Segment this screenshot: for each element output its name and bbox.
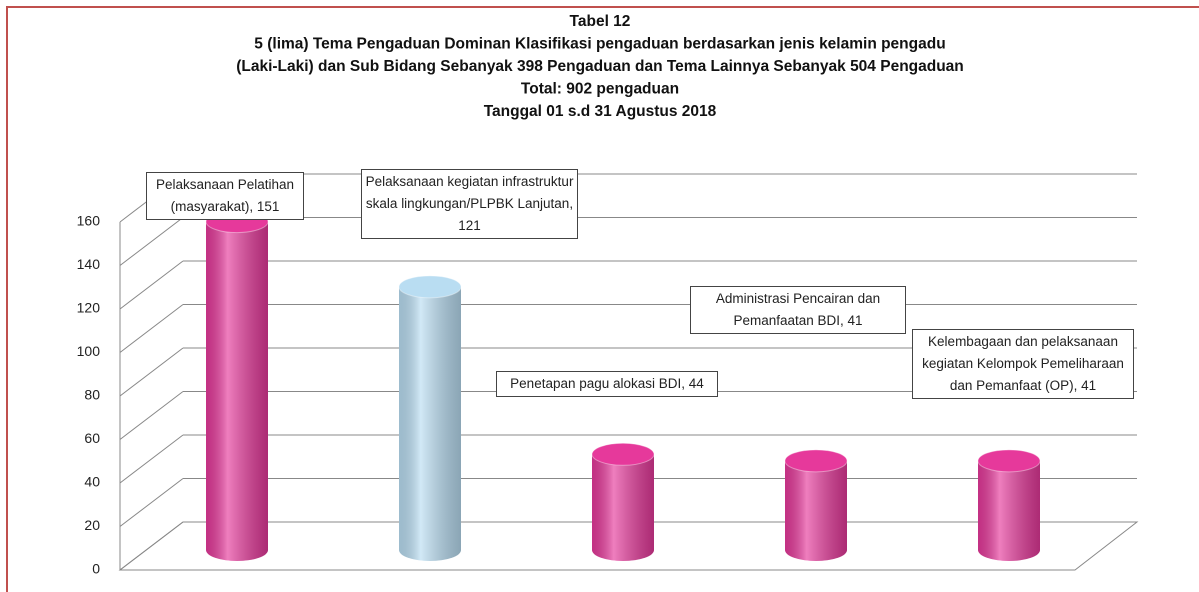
bar-shine [592,454,654,561]
grid-line [119,217,184,266]
chart-title: 5 (lima) Tema Pengaduan Dominan Klasifik… [254,36,945,53]
grid-line [119,347,184,397]
bar-top [591,442,655,466]
grid-line [119,391,184,440]
y-tick-label: 80 [84,387,100,403]
bar-top [784,449,848,473]
y-tick-label: 160 [77,213,101,229]
chart-title: (Laki-Laki) dan Sub Bidang Sebanyak 398 … [236,58,964,75]
y-tick-label: 0 [92,561,100,577]
y-tick-label: 40 [84,474,100,490]
data-label: Administrasi Pencairan dan Pemanfaatan B… [690,286,906,334]
chart-title: Tanggal 01 s.d 31 Agustus 2018 [484,103,717,120]
grid-line [119,478,184,527]
y-tick-label: 20 [84,517,100,533]
bar-shine [785,460,847,561]
y-tick-label: 100 [77,343,101,359]
data-label: Pelaksanaan Pelatihan (masyarakat), 151 [146,172,304,220]
data-label: Penetapan pagu alokasi BDI, 44 [496,371,718,397]
grid-line [119,304,184,353]
data-label: Kelembagaan dan pelaksanaan kegiatan Kel… [912,329,1134,399]
y-tick-label: 140 [77,256,101,272]
bar-shine [206,221,268,561]
y-tick-label: 120 [77,300,101,316]
y-tick-label: 60 [84,430,100,446]
bar-top [398,275,462,299]
bar-shine [978,460,1040,561]
bar-shine [399,286,461,561]
bar-top [977,449,1041,473]
grid-line [119,260,184,310]
chart-title: Total: 902 pengaduan [521,81,679,98]
frame [6,6,1199,592]
grid-line [119,521,184,571]
chart-title: Tabel 12 [570,13,631,30]
data-label: Pelaksanaan kegiatan infrastruktur skala… [361,169,578,239]
grid-line [119,434,184,484]
